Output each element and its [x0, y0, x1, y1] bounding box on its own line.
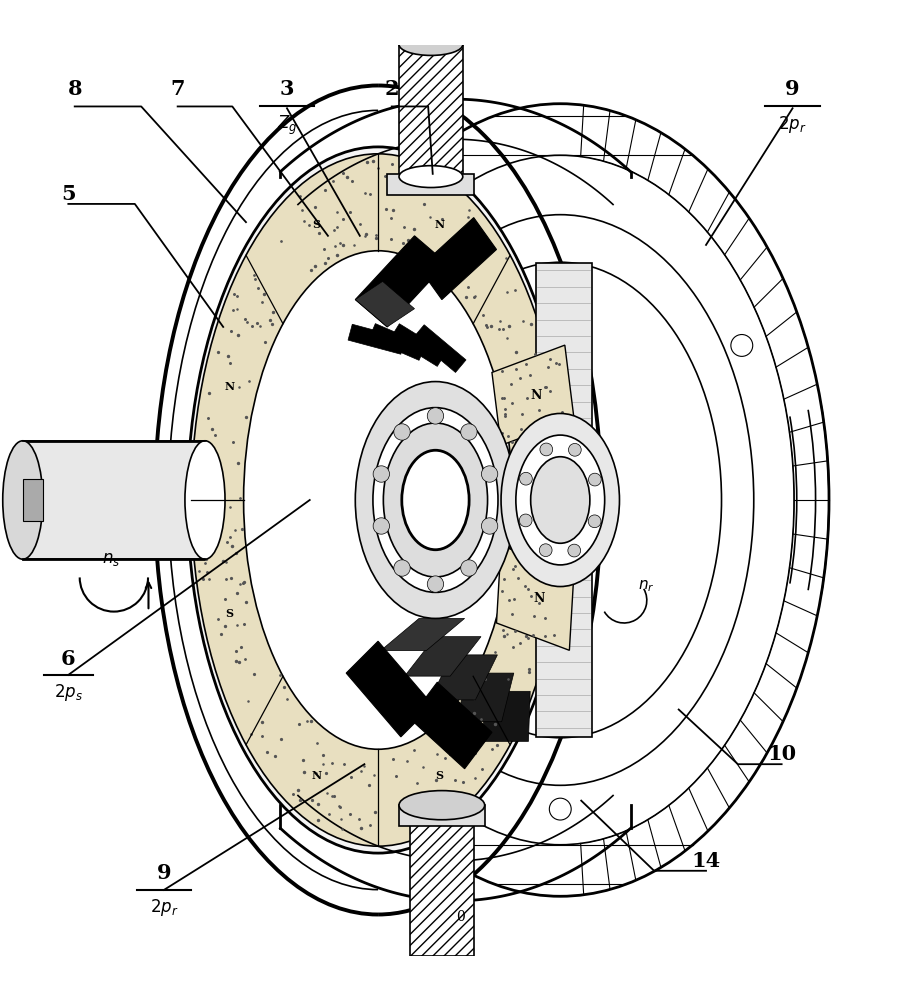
Text: 6: 6: [61, 649, 76, 669]
Text: N: N: [534, 592, 545, 605]
Text: $n_s$: $n_s$: [102, 551, 120, 568]
Circle shape: [394, 424, 410, 440]
Circle shape: [540, 443, 553, 456]
Text: $2p_r$: $2p_r$: [149, 897, 179, 918]
Circle shape: [427, 576, 444, 592]
Text: N: N: [225, 381, 235, 392]
Circle shape: [394, 560, 410, 576]
Ellipse shape: [355, 382, 516, 618]
Ellipse shape: [402, 450, 469, 550]
Polygon shape: [483, 691, 530, 741]
Polygon shape: [536, 573, 592, 737]
Circle shape: [374, 466, 390, 482]
Circle shape: [568, 544, 580, 557]
Text: $2p_s$: $2p_s$: [54, 682, 83, 703]
Text: S: S: [226, 608, 234, 619]
Polygon shape: [381, 618, 465, 651]
Polygon shape: [355, 236, 446, 327]
Text: 9: 9: [785, 79, 800, 99]
Circle shape: [519, 472, 532, 485]
Text: N: N: [435, 219, 445, 230]
Circle shape: [568, 443, 581, 456]
Text: $2p_r$: $2p_r$: [778, 114, 807, 135]
Text: 3: 3: [280, 79, 294, 99]
Text: N: N: [530, 389, 541, 402]
Circle shape: [589, 473, 601, 486]
Polygon shape: [387, 174, 474, 195]
Polygon shape: [536, 263, 592, 427]
Circle shape: [461, 560, 477, 576]
Ellipse shape: [530, 457, 590, 543]
Polygon shape: [355, 281, 415, 327]
Ellipse shape: [384, 423, 487, 577]
Ellipse shape: [367, 215, 753, 785]
Ellipse shape: [191, 154, 565, 846]
Ellipse shape: [188, 147, 568, 853]
Ellipse shape: [3, 441, 43, 559]
Bar: [23, 441, 205, 559]
Polygon shape: [348, 324, 405, 354]
Circle shape: [589, 515, 601, 528]
Polygon shape: [430, 655, 497, 700]
Text: 8: 8: [67, 79, 82, 99]
Polygon shape: [419, 218, 496, 300]
Circle shape: [481, 518, 497, 534]
Polygon shape: [346, 641, 433, 737]
Text: 7: 7: [170, 79, 185, 99]
Circle shape: [461, 424, 477, 440]
Circle shape: [427, 408, 444, 424]
Polygon shape: [410, 682, 492, 769]
Ellipse shape: [326, 155, 794, 845]
Polygon shape: [492, 345, 574, 445]
Ellipse shape: [501, 413, 619, 587]
Polygon shape: [496, 546, 574, 650]
Bar: [23, 479, 43, 521]
Circle shape: [549, 798, 571, 820]
Text: S: S: [522, 381, 530, 392]
Ellipse shape: [243, 251, 513, 749]
Text: 14: 14: [691, 851, 721, 871]
Text: 2: 2: [384, 79, 399, 99]
Ellipse shape: [399, 262, 722, 738]
Polygon shape: [391, 324, 445, 366]
Text: 10: 10: [767, 744, 796, 764]
Circle shape: [481, 466, 497, 482]
Circle shape: [731, 335, 752, 356]
Text: $Z_g$: $Z_g$: [277, 114, 297, 137]
Polygon shape: [456, 673, 514, 722]
Text: 9: 9: [157, 863, 171, 883]
Ellipse shape: [292, 104, 829, 896]
Polygon shape: [399, 805, 485, 826]
Text: S: S: [435, 770, 444, 781]
Text: 0: 0: [456, 910, 466, 924]
Polygon shape: [399, 44, 463, 177]
Ellipse shape: [399, 166, 463, 188]
Circle shape: [519, 514, 532, 527]
Polygon shape: [414, 325, 466, 372]
Polygon shape: [369, 324, 425, 360]
Ellipse shape: [185, 441, 225, 559]
Polygon shape: [404, 637, 481, 676]
Ellipse shape: [373, 408, 498, 592]
Text: N: N: [312, 770, 322, 781]
Text: 5: 5: [61, 184, 76, 204]
Circle shape: [374, 518, 390, 534]
Text: N: N: [521, 608, 531, 619]
Ellipse shape: [399, 34, 463, 55]
Polygon shape: [410, 823, 474, 955]
Text: S: S: [312, 219, 321, 230]
Circle shape: [368, 335, 390, 356]
Text: $n_r$: $n_r$: [638, 579, 654, 594]
Ellipse shape: [399, 791, 485, 820]
Circle shape: [539, 544, 552, 557]
Ellipse shape: [516, 435, 605, 565]
